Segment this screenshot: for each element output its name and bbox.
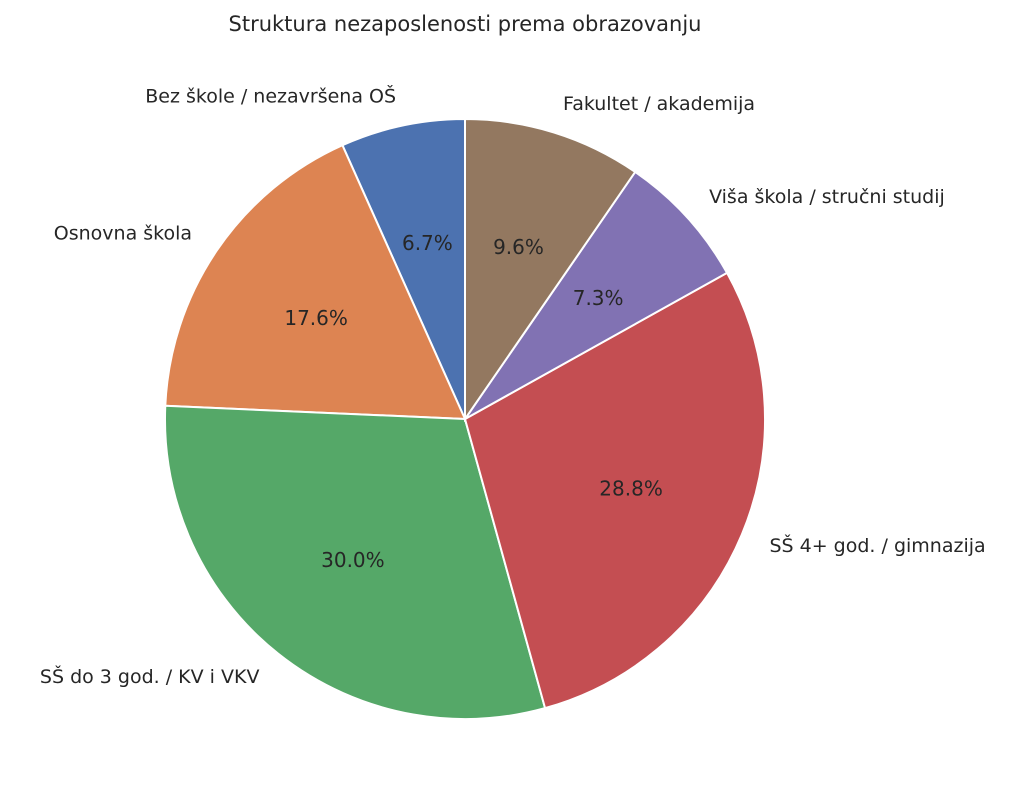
slice-percent-label: 9.6% [493,235,544,259]
slice-percent-label: 28.8% [599,476,663,500]
slice-percent-label: 17.6% [284,306,348,330]
slice-category-label: SŠ do 3 god. / KV i VKV [40,664,260,688]
pie-slice [341,117,466,420]
pie-slice [164,404,547,720]
slices-layer [164,117,766,720]
pie-slice [164,143,467,421]
labels-layer: 6.7% Bez škole / nezavršena OŠ 17.6% Osnovn… [40,83,986,688]
slice-percent-label: 6.7% [402,231,453,255]
slice-category-label: Osnovna škola [54,223,192,245]
pie-slice [464,117,637,423]
slice-percent-label: 30.0% [321,548,385,572]
slice-category-label: Viša škola / stručni studij [709,186,945,208]
pie-slice [463,271,766,710]
slice-category-label: Fakultet / akademija [563,93,755,115]
slice-category-label: SŠ 4+ god. / gimnazija [769,533,985,557]
slice-category-label: Bez škole / nezavršena OŠ [145,83,396,107]
chart-title: Struktura nezaposlenosti prema obrazovan… [229,12,702,36]
slice-percent-label: 7.3% [573,286,624,310]
pie-slice [464,170,729,420]
